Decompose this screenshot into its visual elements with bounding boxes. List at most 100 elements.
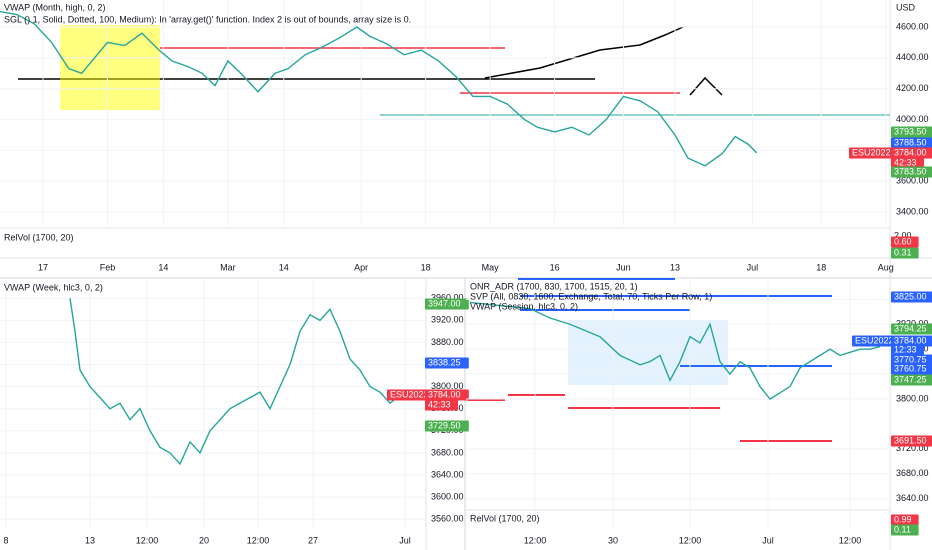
price-tag-bg [891, 157, 924, 169]
x-tick-label: 13 [670, 262, 680, 272]
price-tag: 42:33 [894, 157, 917, 167]
y-tick-label: 3400.00 [896, 206, 929, 216]
price-tag: 3794.25 [894, 323, 927, 333]
price-tag-bg [852, 335, 896, 347]
price-tag-bg [849, 147, 893, 159]
indicator-legend: VWAP (Week, hlc3, 0, 2) [4, 282, 103, 292]
price-tag: ESU2022 [390, 389, 429, 399]
price-tag-bg [891, 291, 932, 303]
price-tag: 3784.00 [428, 389, 461, 399]
x-tick-label: 20 [199, 535, 209, 545]
y-tick-label: 3600.00 [431, 491, 464, 501]
y-tick-label: 3920.00 [431, 315, 464, 325]
axis-label: USD [896, 2, 916, 12]
projection-drawing [689, 76, 723, 96]
x-tick-label: 27 [308, 535, 318, 545]
indicator-legend: SVP (All, 0830, 1600, Exchange, Total, 7… [470, 291, 712, 301]
x-tick-label: 18 [816, 262, 826, 272]
indicator-legend: SGL () 1, Solid, Dotted, 100, Medium): I… [4, 14, 411, 24]
y-tick-label: 3640.00 [431, 469, 464, 479]
x-tick-label: 12:00 [136, 535, 159, 545]
price-tag: 3770.75 [894, 354, 927, 364]
price-tag: 3793.50 [894, 126, 927, 136]
y-tick-label: 4600.00 [896, 21, 929, 31]
x-tick-label: 12:00 [247, 535, 270, 545]
y-tick-label: 3680.00 [431, 447, 464, 457]
price-tag-bg [891, 147, 932, 159]
price-tag-bg [891, 344, 924, 356]
price-tag: 3838.25 [428, 357, 461, 367]
x-tick-label: 30 [608, 535, 618, 545]
indicator-legend: RelVol (1700, 20) [4, 232, 74, 242]
price-tag-bg [425, 389, 469, 401]
price-tag-bg [891, 236, 919, 248]
x-tick-label: Feb [100, 262, 116, 272]
x-tick-label: 8 [3, 535, 8, 545]
indicator-legend: VWAP (Session, hlc3, 0, 2) [470, 301, 578, 311]
y-tick-label: 3680.00 [896, 468, 929, 478]
price-tag: 3784.00 [894, 147, 927, 157]
indicator-legend: RelVol (1700, 20) [470, 513, 540, 523]
x-tick-label: 17 [38, 262, 48, 272]
y-tick-label: 3800.00 [896, 393, 929, 403]
x-tick-label: 13 [85, 535, 95, 545]
x-tick-label: 14 [158, 262, 168, 272]
price-tag-bg [425, 357, 469, 369]
y-tick-label: 3960.00 [431, 293, 464, 303]
price-tag: 0.60 [894, 236, 912, 246]
x-tick-label: 18 [421, 262, 431, 272]
x-tick-label: Apr [354, 262, 368, 272]
price-line [69, 298, 401, 466]
price-tag-bg [425, 420, 469, 432]
y-tick-label: 3880.00 [431, 337, 464, 347]
price-tag-bg [891, 354, 932, 366]
price-tag: 12:33 [894, 344, 917, 354]
price-tag: 3729.50 [428, 420, 461, 430]
price-tag-bg [891, 524, 919, 536]
indicator-legend: ONR_ADR (1700, 830, 1700, 1515, 20, 1) [470, 281, 638, 291]
x-tick-label: Aug [878, 262, 894, 272]
price-tag: 2.00 [894, 230, 912, 240]
x-tick-label: Jul [399, 535, 411, 545]
y-tick-label: 4200.00 [896, 83, 929, 93]
x-tick-label: 14 [279, 262, 289, 272]
y-tick-label: 4000.00 [896, 114, 929, 124]
price-tag: 0.11 [894, 524, 911, 534]
price-tag: 3784.00 [894, 335, 927, 345]
price-tag-bg [891, 514, 919, 526]
price-tag: 3747.25 [894, 374, 927, 384]
y-tick-label: 3720.00 [896, 443, 929, 453]
price-tag-bg [425, 298, 469, 310]
price-tag: 3691.50 [894, 435, 927, 445]
price-tag: ESU2022 [855, 335, 894, 345]
y-tick-label: 3640.00 [896, 493, 929, 503]
x-tick-label: Jun [616, 262, 631, 272]
y-tick-label: 4400.00 [896, 52, 929, 62]
price-tag-bg [891, 435, 932, 447]
price-tag-bg [891, 374, 932, 386]
projection-drawing [484, 26, 684, 79]
price-tag: 0.31 [894, 247, 912, 257]
x-tick-label: Jul [747, 262, 759, 272]
price-tag: 0.99 [894, 514, 912, 524]
x-tick-label: Mar [220, 262, 236, 272]
price-tag: 42:33 [428, 399, 451, 409]
price-tag-bg [891, 247, 919, 259]
y-tick-label: 3560.00 [431, 514, 464, 524]
price-tag: 3760.75 [894, 363, 927, 373]
indicator-legend: VWAP (Month, high, 0, 2) [4, 2, 106, 12]
x-tick-label: Jul [762, 535, 774, 545]
volume-profile-zone [60, 25, 160, 110]
price-tag-bg [891, 126, 932, 138]
price-tag: ESU2022 [852, 147, 891, 157]
price-tag: 3783.50 [894, 166, 927, 176]
price-tag: 3947.00 [428, 298, 461, 308]
x-tick-label: 12:00 [839, 535, 862, 545]
price-tag-bg [891, 323, 932, 335]
price-tag: 3788.50 [894, 137, 927, 147]
x-tick-label: May [482, 262, 500, 272]
price-tag-bg [891, 363, 932, 375]
price-line [0, 10, 758, 167]
price-tag-bg [891, 166, 932, 178]
x-tick-label: 12:00 [679, 535, 702, 545]
